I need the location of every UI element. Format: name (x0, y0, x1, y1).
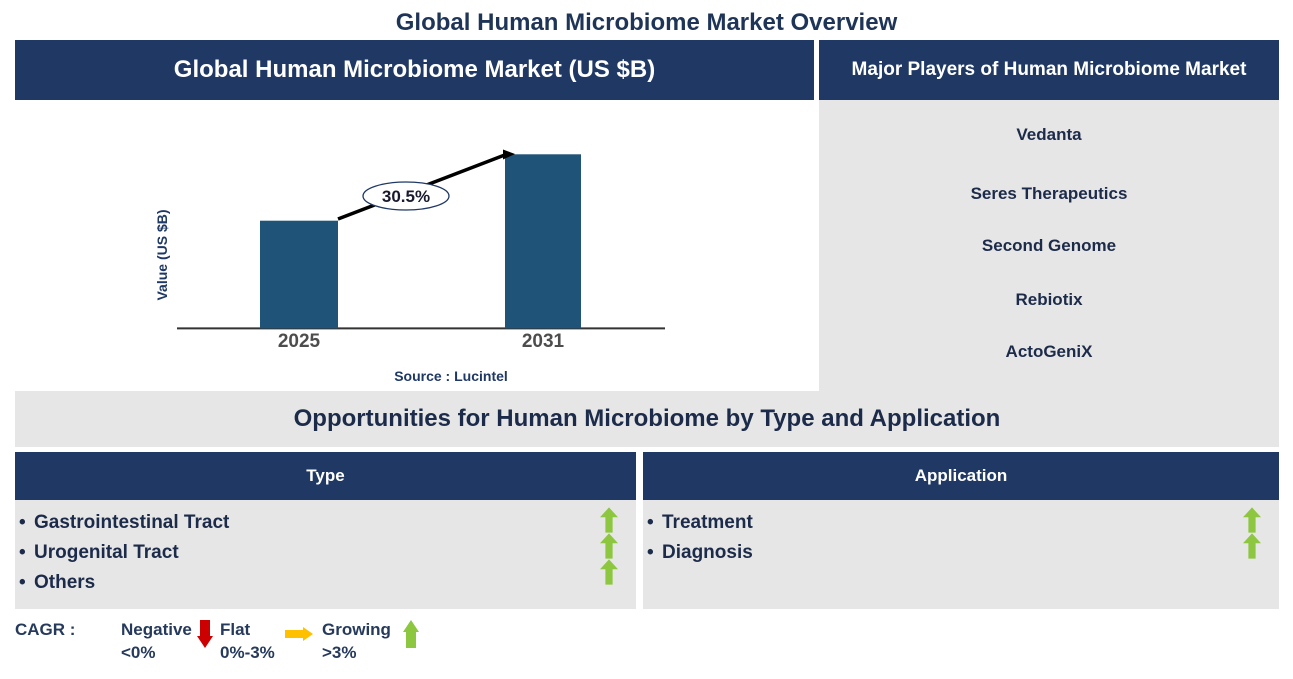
svg-text:Value (US $B): Value (US $B) (154, 209, 170, 300)
svg-text:2031: 2031 (522, 331, 565, 352)
svg-text:Source : Lucintel: Source : Lucintel (394, 368, 508, 384)
svg-text:2025: 2025 (278, 331, 321, 352)
svg-text:30.5%: 30.5% (382, 187, 430, 206)
